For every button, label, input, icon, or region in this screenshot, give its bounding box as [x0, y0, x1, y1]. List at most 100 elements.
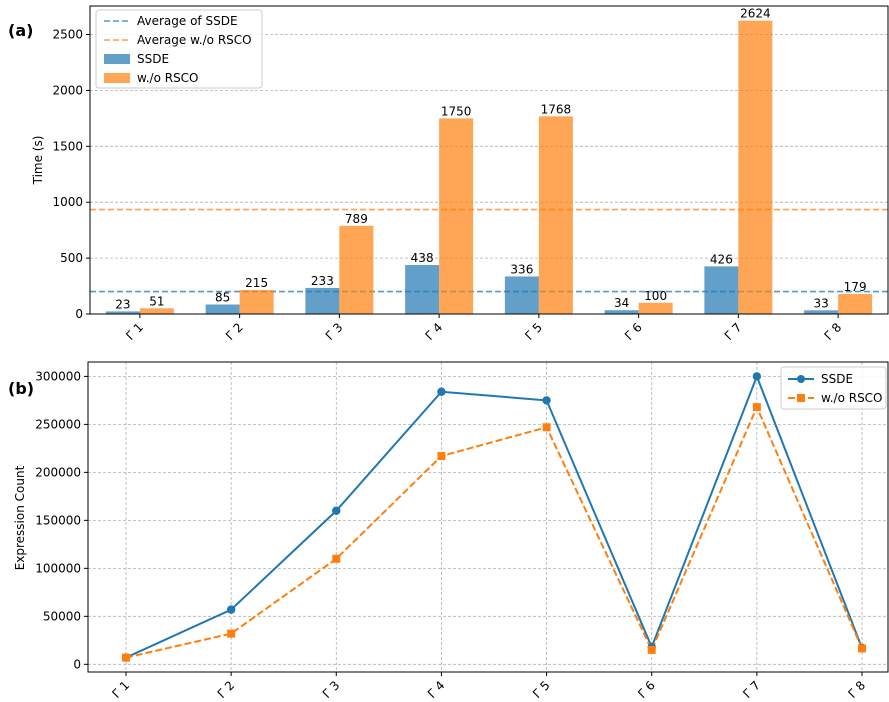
x-tick-label: Γ 3: [323, 320, 346, 343]
panel-b: (b) Expression Count 0 50000 100000 150000 2…: [8, 361, 889, 701]
bar: [504, 276, 539, 314]
x-tick-label: Γ 3: [320, 678, 343, 701]
series-line: [125, 373, 863, 659]
panel-b-y-ticks: 0 50000 100000 150000 200000 250000 300000: [35, 369, 88, 671]
x-tick-label: Γ 2: [215, 678, 238, 701]
panel-a-label: (a): [8, 21, 33, 40]
bar-value-label: 51: [149, 294, 164, 308]
panel-b-x-ticks: Γ 1 Γ 2 Γ 3 Γ 4 Γ 5 Γ 6 Γ 7 Γ 8: [109, 672, 868, 701]
legend-marker: [797, 394, 805, 402]
bar: [838, 293, 873, 314]
panel-b-label: (b): [8, 379, 34, 398]
y-tick-label: 50000: [43, 609, 81, 623]
bar-value-label: 438: [411, 251, 434, 265]
panel-b-ylabel: Expression Count: [13, 465, 27, 570]
x-tick-label: Γ 1: [123, 320, 146, 343]
bar: [105, 311, 140, 314]
panel-b-grid: [88, 362, 888, 672]
y-tick-label: 0: [75, 307, 83, 321]
data-point: [332, 554, 341, 563]
bar: [139, 308, 174, 314]
legend-marker: [797, 375, 805, 383]
x-tick-label: Γ 1: [109, 678, 132, 701]
panel-b-axes: [87, 361, 889, 673]
bar-value-label: 85: [215, 290, 230, 304]
bar: [205, 304, 240, 314]
legend-label: SSDE: [137, 52, 169, 66]
x-tick-label: Γ 4: [423, 320, 446, 343]
data-point: [647, 645, 656, 654]
data-point: [542, 423, 551, 432]
y-tick-label: 100000: [35, 561, 81, 575]
bar: [239, 289, 274, 314]
y-tick-label: 2500: [52, 28, 83, 42]
panel-b-lines: [125, 373, 863, 659]
x-tick-label: Γ 7: [740, 678, 763, 701]
panel-a-bar-labels: 23 85 233 438 336 34 426 33 51 215 789 1750 1768 100 2…: [115, 7, 866, 312]
legend-label: Average w./o RSCO: [137, 33, 252, 47]
y-tick-label: 300000: [35, 369, 81, 383]
bar-value-label: 215: [245, 276, 268, 290]
y-tick-label: 2000: [52, 83, 83, 97]
x-tick-label: Γ 2: [223, 320, 246, 343]
bar-value-label: 34: [614, 296, 629, 310]
bar-value-label: 789: [345, 212, 368, 226]
bar: [638, 302, 673, 314]
bar: [339, 225, 374, 314]
panel-a-legend: Average of SSDE Average w./o RSCO SSDE w./o…: [95, 9, 263, 89]
y-tick-label: 1500: [52, 139, 83, 153]
panel-a: (a) Time (s) 23 85 233 438 336 34 426 33 51 215 78…: [8, 5, 889, 343]
plot-frame: [89, 5, 889, 315]
bar-value-label: 336: [510, 262, 533, 276]
y-tick-label: 1000: [52, 195, 83, 209]
data-point: [122, 653, 130, 662]
panel-a-bars: [105, 20, 873, 315]
panel-a-axes: [89, 5, 889, 315]
bar: [405, 265, 440, 314]
series-line: [125, 404, 863, 659]
x-tick-label: Γ 4: [425, 678, 448, 701]
bar-value-label: 33: [813, 296, 828, 310]
bar: [439, 118, 474, 315]
data-point: [752, 372, 762, 381]
y-tick-label: 0: [73, 657, 81, 671]
bar-value-label: 426: [710, 252, 733, 266]
x-tick-label: Γ 6: [622, 320, 645, 343]
bar-value-label: 179: [844, 280, 867, 294]
legend-box: [780, 366, 887, 410]
x-tick-label: Γ 7: [722, 320, 745, 343]
x-tick-label: Γ 5: [530, 678, 553, 701]
x-tick-label: Γ 8: [845, 678, 868, 701]
data-point: [542, 396, 551, 405]
data-point: [437, 452, 446, 461]
bar: [604, 310, 639, 314]
data-point: [752, 403, 761, 412]
bar: [704, 266, 739, 314]
panel-a-ylabel: Time (s): [31, 136, 45, 186]
x-tick-label: Γ 6: [635, 678, 658, 701]
data-point: [227, 629, 236, 638]
data-point: [332, 506, 341, 515]
y-tick-label: 150000: [35, 513, 81, 527]
legend-swatch: [104, 54, 130, 64]
bar: [738, 20, 773, 314]
plot-frame: [87, 361, 889, 673]
panel-a-reference-lines: [90, 208, 888, 293]
panel-a-x-ticks: Γ 1 Γ 2 Γ 3 Γ 4 Γ 5 Γ 6 Γ 7 Γ 8: [123, 314, 844, 343]
bar-value-label: 1750: [441, 104, 472, 118]
data-point: [437, 387, 446, 396]
bar-value-label: 100: [644, 289, 667, 303]
legend-swatch: [104, 73, 130, 83]
bar: [804, 310, 839, 314]
bar-value-label: 1768: [541, 102, 572, 116]
x-tick-label: Γ 8: [822, 320, 845, 343]
y-tick-label: 200000: [35, 465, 81, 479]
bar: [305, 287, 340, 314]
bar: [538, 116, 573, 314]
x-tick-label: Γ 5: [522, 320, 545, 343]
y-tick-label: 250000: [35, 417, 81, 431]
legend-label: SSDE: [821, 372, 853, 386]
legend-label: w./o RSCO: [137, 71, 199, 85]
panel-b-points: [121, 372, 867, 662]
